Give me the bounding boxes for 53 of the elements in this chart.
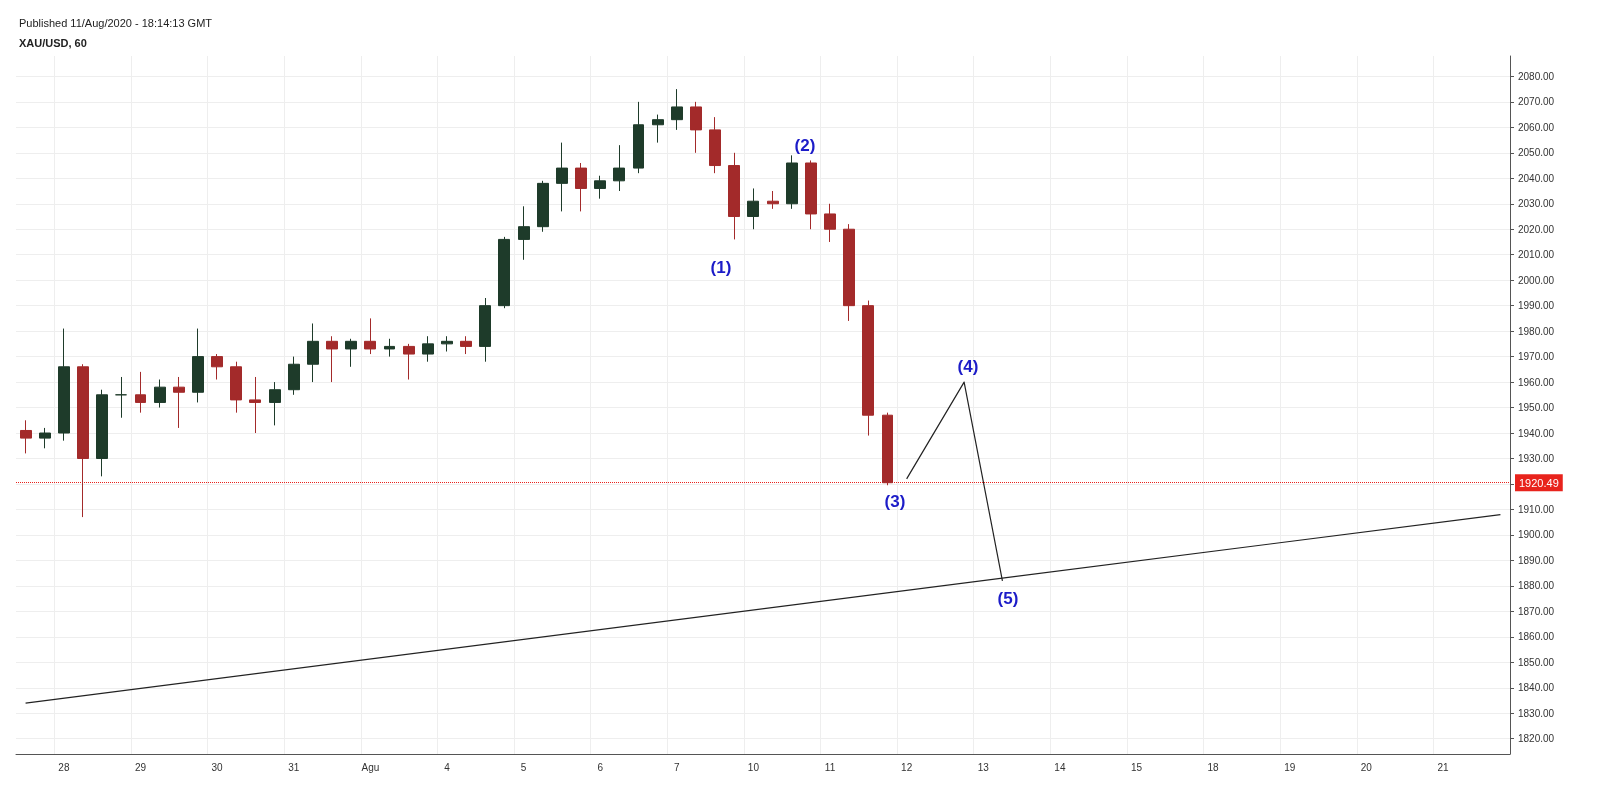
y-tick-label: 1930.00: [1518, 453, 1555, 464]
y-tick-label: 2060.00: [1518, 121, 1555, 133]
x-tick-label: 11: [824, 761, 836, 773]
x-tick-label: 7: [674, 761, 681, 773]
y-tick-label: 1820.00: [1518, 733, 1555, 745]
x-tick-label: 12: [901, 761, 913, 773]
y-tick-label: 1970.00: [1518, 351, 1555, 363]
y-tick-label: 1870.00: [1518, 605, 1555, 617]
x-tick-label: 28: [58, 761, 70, 773]
x-tick-label: 15: [1130, 761, 1143, 773]
x-tick-label: 30: [211, 761, 224, 773]
x-tick-label: 5: [520, 761, 527, 773]
annotation: (5): [997, 588, 1019, 608]
y-tick-label: 1950.00: [1518, 402, 1555, 414]
x-tick-label: 21: [1437, 761, 1449, 773]
x-tick-label: 14: [1054, 761, 1066, 773]
y-tick-label: 2070.00: [1518, 96, 1555, 108]
y-tick-label: 1880.00: [1518, 580, 1555, 592]
y-tick-label: 2000.00: [1518, 274, 1555, 286]
x-tick-label: 13: [977, 761, 990, 773]
y-tick-label: 2080.00: [1518, 70, 1555, 82]
x-tick-label: 4: [444, 761, 451, 773]
ref-line-label: 1920.49: [1519, 476, 1559, 489]
chart-title: XAU/USD, 60: [19, 36, 87, 49]
x-tick-label: 31: [288, 761, 300, 773]
annotation: (4): [957, 356, 979, 376]
x-tick-label: 19: [1284, 761, 1296, 773]
y-tick-label: 1830.00: [1518, 707, 1555, 719]
y-tick-label: 1940.00: [1518, 427, 1555, 439]
y-tick-label: 1910.00: [1518, 503, 1555, 515]
annotation: (3): [884, 491, 906, 511]
y-tick-label: 1990.00: [1518, 300, 1555, 312]
x-tick-label: Agu: [361, 761, 380, 773]
y-tick-label: 1850.00: [1518, 656, 1555, 668]
x-tick-label: 20: [1360, 761, 1373, 773]
annotation: (1): [710, 257, 732, 277]
y-tick-label: 2040.00: [1518, 172, 1555, 184]
y-tick-label: 1890.00: [1518, 554, 1555, 566]
y-tick-label: 2030.00: [1518, 198, 1555, 210]
x-tick-label: 29: [134, 761, 147, 773]
y-tick-label: 1980.00: [1518, 325, 1555, 337]
y-tick-label: 1840.00: [1518, 682, 1555, 694]
x-tick-label: 10: [747, 761, 760, 773]
y-tick-label: 1960.00: [1518, 376, 1555, 388]
x-tick-label: 18: [1207, 761, 1220, 773]
y-tick-label: 2010.00: [1518, 249, 1555, 261]
y-tick-label: 1860.00: [1518, 631, 1555, 643]
chart-subtitle: Published 11/Aug/2020 - 18:14:13 GMT: [19, 16, 213, 29]
x-tick-label: 6: [597, 761, 604, 773]
annotation: (2): [794, 135, 816, 155]
y-tick-label: 1900.00: [1518, 529, 1555, 541]
y-tick-label: 2050.00: [1518, 147, 1555, 159]
y-tick-label: 2020.00: [1518, 223, 1555, 235]
